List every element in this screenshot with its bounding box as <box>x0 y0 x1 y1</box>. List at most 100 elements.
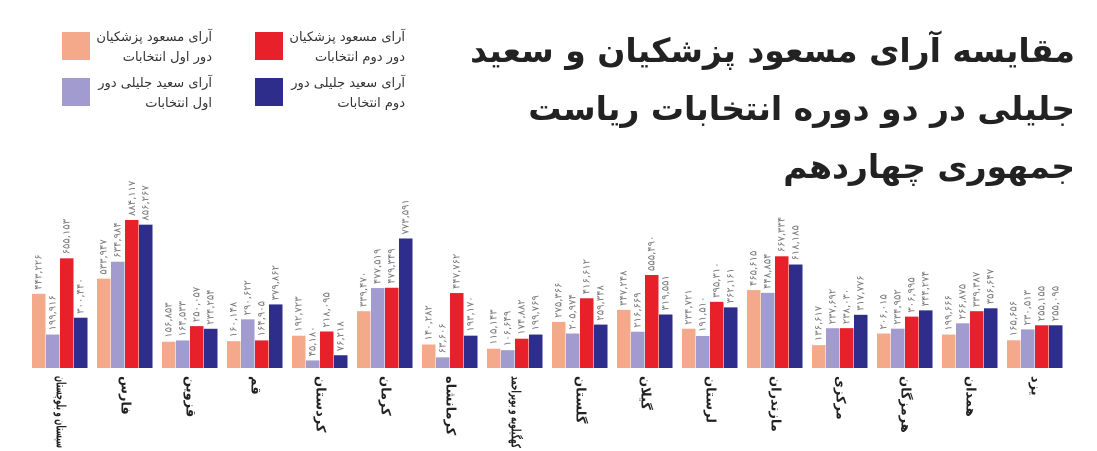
x-tick-label: مازندران <box>767 376 782 432</box>
value-label: ۳۱۷,۷۷۶ <box>856 275 867 310</box>
value-label: ۵۵۵,۴۹۰ <box>647 236 658 271</box>
bar <box>46 334 60 368</box>
bar <box>450 293 464 368</box>
value-label: ۲۳۸,۰۳۰ <box>842 289 853 324</box>
value-label: ۲۵۵,۰۹۵ <box>1051 286 1062 321</box>
value-label: ۷۶,۲۱۸ <box>336 321 347 352</box>
x-tick-label: کهگیلویه و بویراحمد <box>507 376 523 448</box>
bar <box>840 328 854 368</box>
value-label: ۸۸۴,۱۱۷ <box>127 180 138 216</box>
bar <box>292 335 306 368</box>
value-label: ۲۰۵,۹۷۴ <box>568 294 579 329</box>
bar <box>357 311 371 368</box>
value-label: ۳۴۴,۲۷۴ <box>921 271 932 306</box>
bar <box>125 220 139 368</box>
value-label: ۲۳۷,۶۹۲ <box>828 289 839 324</box>
bar <box>891 328 905 368</box>
value-label: ۴۴۸,۸۵۴ <box>763 253 774 288</box>
bar <box>487 348 501 368</box>
legend-label: آرای مسعود پزشکیان دور اول انتخابات <box>96 30 212 65</box>
bar <box>529 334 543 368</box>
legend-swatch <box>62 78 90 106</box>
value-label: ۳۱۹,۵۵۱ <box>661 275 672 310</box>
x-tick-label: همدان <box>962 376 977 417</box>
bar <box>269 304 283 368</box>
value-label: ۳۷۹,۸۶۲ <box>271 265 282 300</box>
legend-label: آرای سعید جلیلی دور دوم انتخابات <box>291 76 405 111</box>
value-label: ۱۳۶,۶۱۷ <box>814 305 825 341</box>
value-label: ۱۶۴,۹۰۵ <box>257 301 268 336</box>
value-label: ۱۰۶,۶۴۹ <box>503 311 514 346</box>
value-label: ۴۵,۱۸۰ <box>308 326 319 356</box>
value-label: ۲۱۶,۶۶۹ <box>633 292 644 327</box>
bar <box>1007 340 1021 368</box>
bar <box>334 355 348 368</box>
bar <box>139 224 153 368</box>
bar <box>552 321 566 368</box>
x-tick-label: قم <box>247 376 262 395</box>
value-label: ۲۹۰,۶۲۲ <box>243 280 254 315</box>
value-label: ۵۳۳,۹۴۷ <box>99 239 110 275</box>
legend: آرای مسعود پزشکیان دور اول انتخابات آرای … <box>60 28 430 128</box>
x-tick-label: یزد <box>1027 376 1042 396</box>
bar <box>682 328 696 368</box>
value-label: ۲۵۰,۰۵۷ <box>192 286 203 322</box>
bar <box>1021 329 1035 368</box>
value-label: ۱۶۰,۱۴۸ <box>229 301 240 337</box>
x-tick-label: گیلان <box>637 376 653 410</box>
bar <box>436 357 450 368</box>
bar <box>826 328 840 368</box>
bar <box>696 335 710 368</box>
bar <box>659 314 673 368</box>
value-label: ۱۹۹,۶۶۶ <box>944 295 955 330</box>
value-label: ۴۶۵,۶۱۵ <box>749 251 760 286</box>
legend-label: آرای مسعود پزشکیان دور دوم انتخابات <box>289 30 405 65</box>
value-label: ۲۶۶,۸۷۵ <box>958 284 969 319</box>
bar <box>60 258 74 368</box>
value-label: ۳۹۵,۳۱۰ <box>712 262 723 297</box>
x-tick-label: گلستان <box>572 376 588 424</box>
bar <box>97 278 111 368</box>
bar <box>594 324 608 368</box>
value-label: ۱۹۳,۱۷۰ <box>466 296 477 331</box>
x-tick-label: کردستان <box>312 376 327 433</box>
value-label: ۳۰۶,۹۹۵ <box>907 277 918 312</box>
bar <box>204 328 218 368</box>
value-label: ۴۱۶,۶۱۲ <box>582 259 593 294</box>
bar <box>919 310 933 368</box>
x-tick-label: هرمزگان <box>897 376 913 433</box>
legend-swatch <box>255 32 283 60</box>
value-label: ۱۶۵,۶۵۶ <box>1009 301 1020 336</box>
value-label: ۱۱۵,۱۴۳ <box>489 309 500 345</box>
bar <box>984 308 998 368</box>
value-label: ۱۷۴,۸۸۲ <box>517 299 528 334</box>
value-label: ۲۳۴,۲۵۴ <box>206 289 217 324</box>
bar <box>515 338 529 368</box>
value-label: ۱۹۲,۷۲۳ <box>294 296 305 332</box>
chart-title: مقایسه آرای مسعود پزشکیان و سعید جلیلی د… <box>470 31 1075 186</box>
bar <box>956 323 970 368</box>
bar <box>580 298 594 368</box>
bar <box>775 256 789 368</box>
bar <box>32 293 46 368</box>
bar <box>162 341 176 368</box>
bar <box>812 345 826 368</box>
value-label: ۶۵۵,۱۵۳ <box>62 218 73 254</box>
bar <box>464 335 478 368</box>
value-label: ۴۷۷,۵۱۹ <box>373 249 384 284</box>
value-label: ۱۶۴,۵۳۳ <box>178 300 189 336</box>
legend-item: آرای سعید جلیلی دور اول انتخابات <box>60 74 240 114</box>
value-label: ۴۴۷,۷۶۲ <box>452 254 463 289</box>
value-label: ۲۰۶,۰۱۵ <box>879 294 890 329</box>
bar <box>724 307 738 368</box>
bar <box>710 301 724 368</box>
legend-swatch <box>255 78 283 106</box>
value-label: ۶۱۸,۱۸۵ <box>791 225 802 260</box>
bar <box>255 340 269 368</box>
bar <box>176 340 190 368</box>
bar <box>854 314 868 368</box>
value-label: ۳۳۹,۴۷۰ <box>359 272 370 307</box>
value-label: ۲۳۰,۵۱۳ <box>1023 289 1034 325</box>
value-label: ۶۳۴,۹۸۴ <box>113 222 124 257</box>
